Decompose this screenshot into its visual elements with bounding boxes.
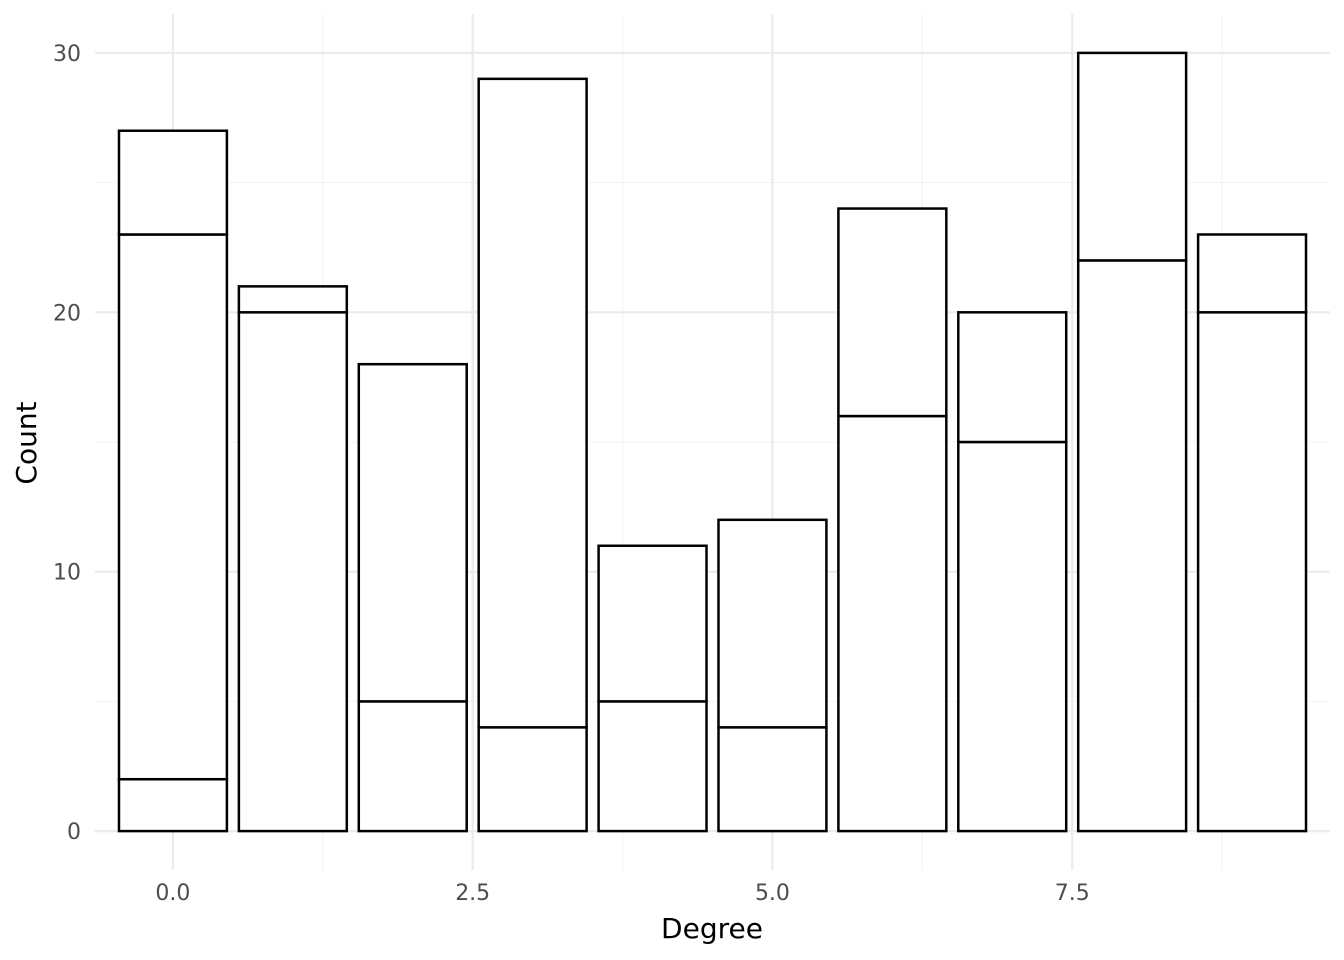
y-tick-label: 30 [53,42,81,67]
bar-group [599,546,707,831]
x-tick-label: 0.0 [155,881,190,906]
x-tick-label: 2.5 [455,881,490,906]
bar-group [838,209,946,832]
bar-segment [1198,234,1306,312]
bar-segment [1078,53,1186,261]
bar-segment [239,286,347,312]
bar-segment [1198,312,1306,831]
x-axis-title: Degree [661,912,763,945]
bar-group [1078,53,1186,831]
x-axis-tick-labels: 0.0 2.5 5.0 7.5 [155,881,1089,906]
bar-segment [239,312,347,831]
bar-segment [599,546,707,702]
bar-segment [479,79,587,727]
y-tick-label: 10 [53,561,81,586]
bar-segment [479,727,587,831]
bar-group [1198,234,1306,831]
bar-segment [119,234,227,779]
bar-group [479,79,587,831]
bar-segment [599,701,707,831]
bar-segment [1078,260,1186,831]
bar-segment [718,520,826,728]
bar-segment [119,779,227,831]
bar-segment [838,209,946,417]
bar-chart: 0.0 2.5 5.0 7.5 0 10 20 30 Degree Count [0,0,1344,960]
bar-group [239,286,347,831]
bar-segment [718,727,826,831]
bar-group [718,520,826,831]
x-tick-label: 7.5 [1055,881,1090,906]
bar-segment [359,701,467,831]
bar-segment [838,416,946,831]
x-tick-label: 5.0 [755,881,790,906]
bar-group [119,131,227,831]
bar-group [359,364,467,831]
bar-group [958,312,1066,831]
y-axis-title: Count [10,401,43,484]
y-tick-label: 20 [53,301,81,326]
bar-segment [119,131,227,235]
bar-segment [958,442,1066,831]
y-tick-label: 0 [67,820,81,845]
bar-segment [958,312,1066,442]
y-axis-tick-labels: 0 10 20 30 [53,42,81,845]
bar-segment [359,364,467,701]
